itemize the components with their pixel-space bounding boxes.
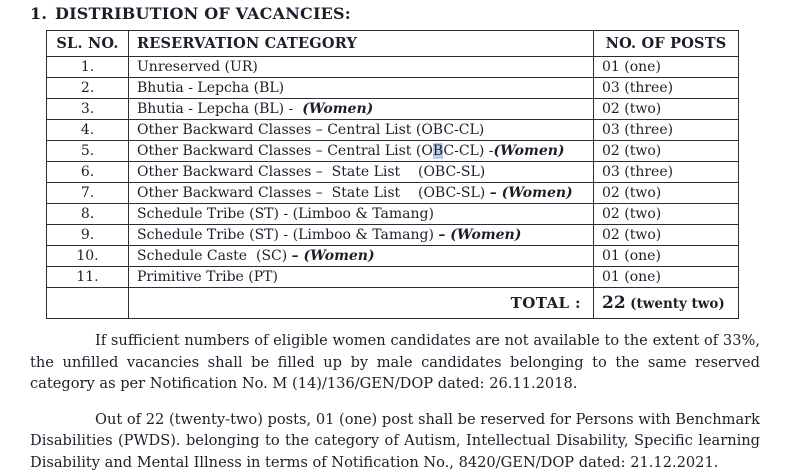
paragraph-pwd-reservation: Out of 22 (twenty-two) posts, 01 (one) p… (30, 410, 760, 471)
category-text: Bhutia - Lepcha (BL) (137, 80, 285, 96)
category-cell: Other Backward Classes – Central List (O… (128, 140, 594, 162)
category-text: Primitive Tribe (PT) (137, 269, 278, 285)
posts-cell: 03 (three) (593, 119, 739, 141)
selected-text: B (432, 143, 444, 159)
posts-cell: 02 (two) (593, 140, 739, 162)
sl-no-cell: 6. (46, 161, 129, 183)
sl-no-cell: 5. (46, 140, 129, 162)
posts-cell: 02 (two) (593, 203, 739, 225)
sl-no-cell: 8. (46, 203, 129, 225)
vacancy-table: SL. NO. RESERVATION CATEGORY NO. OF POST… (46, 30, 739, 319)
table-row: 8. Schedule Tribe (ST) - (Limboo & Tamang… (46, 203, 739, 225)
vacancy-table-body: 1. Unreserved (UR) 01 (one) 2. Bhutia - Lepc… (46, 56, 739, 288)
total-empty-cell (46, 287, 129, 319)
category-text: Other Backward Classes – Central List (O… (137, 122, 485, 138)
header-sl-no: SL. NO. (46, 30, 129, 57)
sl-no-cell: 10. (46, 245, 129, 267)
table-row: 4. Other Backward Classes – Central List … (46, 119, 739, 141)
sl-no-cell: 3. (46, 98, 129, 120)
posts-cell: 03 (three) (593, 161, 739, 183)
table-row: 11. Primitive Tribe (PT) 01 (one) (46, 266, 739, 288)
sl-no-cell: 2. (46, 77, 129, 99)
category-cell: Schedule Caste (SC) – (Women) (128, 245, 594, 267)
category-text: Schedule Caste (SC) (137, 248, 292, 264)
category-cell: Other Backward Classes – Central List (O… (128, 119, 594, 141)
posts-cell: 02 (two) (593, 98, 739, 120)
header-reservation-category: RESERVATION CATEGORY (128, 30, 594, 57)
category-text: Unreserved (UR) (137, 59, 258, 75)
category-text: Schedule Tribe (ST) - (Limboo & Tamang) (137, 206, 434, 222)
total-words: (twenty two) (630, 295, 725, 312)
sl-no-cell: 9. (46, 224, 129, 246)
table-row: 9. Schedule Tribe (ST) - (Limboo & Tamang… (46, 224, 739, 246)
category-cell: Schedule Tribe (ST) - (Limboo & Tamang) (128, 203, 594, 225)
table-row: 7. Other Backward Classes – State List (O… (46, 182, 739, 204)
header-no-of-posts: NO. OF POSTS (593, 30, 739, 57)
posts-cell: 02 (two) (593, 182, 739, 204)
women-emphasis: (Women) (302, 101, 374, 117)
posts-cell: 02 (two) (593, 224, 739, 246)
table-row: 2. Bhutia - Lepcha (BL) 03 (three) (46, 77, 739, 99)
category-cell: Schedule Tribe (ST) - (Limboo & Tamang) … (128, 224, 594, 246)
category-cell: Other Backward Classes – State List (OBC… (128, 161, 594, 183)
category-cell: Bhutia - Lepcha (BL) (128, 77, 594, 99)
table-header-row: SL. NO. RESERVATION CATEGORY NO. OF POST… (46, 30, 739, 57)
women-emphasis: – (Women) (438, 227, 522, 243)
total-label: TOTAL : (128, 287, 594, 319)
sl-no-cell: 7. (46, 182, 129, 204)
women-emphasis: – (Women) (489, 185, 573, 201)
sl-no-cell: 4. (46, 119, 129, 141)
category-text: C-CL) - (443, 143, 494, 159)
table-row: 3. Bhutia - Lepcha (BL) - (Women) 02 (two) (46, 98, 739, 120)
sl-no-cell: 11. (46, 266, 129, 288)
total-row: TOTAL : 22 (twenty two) (46, 287, 739, 319)
category-cell: Primitive Tribe (PT) (128, 266, 594, 288)
sl-no-cell: 1. (46, 56, 129, 78)
section-title: 1. DISTRIBUTION OF VACANCIES: (30, 4, 760, 23)
section-title-text: DISTRIBUTION OF VACANCIES: (55, 4, 351, 23)
section-number: 1. (30, 4, 48, 23)
category-cell: Other Backward Classes – State List (OBC… (128, 182, 594, 204)
posts-cell: 01 (one) (593, 56, 739, 78)
category-text: Other Backward Classes – State List (OBC… (137, 164, 486, 180)
total-number: 22 (602, 292, 626, 313)
posts-cell: 03 (three) (593, 77, 739, 99)
posts-cell: 01 (one) (593, 266, 739, 288)
table-row: 10. Schedule Caste (SC) – (Women) 01 (one) (46, 245, 739, 267)
category-text: Schedule Tribe (ST) - (Limboo & Tamang) (137, 227, 439, 243)
women-emphasis: – (Women) (291, 248, 375, 264)
category-cell: Bhutia - Lepcha (BL) - (Women) (128, 98, 594, 120)
table-row: 6. Other Backward Classes – State List (O… (46, 161, 739, 183)
table-row: 5. Other Backward Classes – Central List … (46, 140, 739, 162)
category-text: Other Backward Classes – Central List (O (137, 143, 433, 159)
category-text: Bhutia - Lepcha (BL) - (137, 101, 303, 117)
category-text: Other Backward Classes – State List (OBC… (137, 185, 490, 201)
table-row: 1. Unreserved (UR) 01 (one) (46, 56, 739, 78)
category-cell: Unreserved (UR) (128, 56, 594, 78)
total-value-cell: 22 (twenty two) (593, 287, 739, 319)
women-emphasis: (Women) (493, 143, 565, 159)
posts-cell: 01 (one) (593, 245, 739, 267)
paragraph-women-vacancies: If sufficient numbers of eligible women … (30, 332, 760, 392)
